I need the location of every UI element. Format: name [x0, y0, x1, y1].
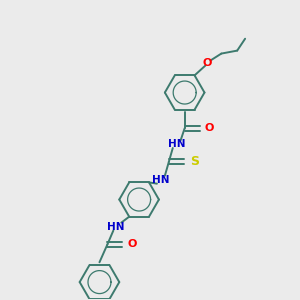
Text: HN: HN: [106, 222, 124, 232]
Text: O: O: [203, 58, 212, 68]
Text: HN: HN: [168, 139, 185, 149]
Text: O: O: [205, 123, 214, 133]
Text: S: S: [190, 155, 200, 168]
Text: HN: HN: [152, 175, 169, 185]
Text: O: O: [127, 239, 136, 249]
